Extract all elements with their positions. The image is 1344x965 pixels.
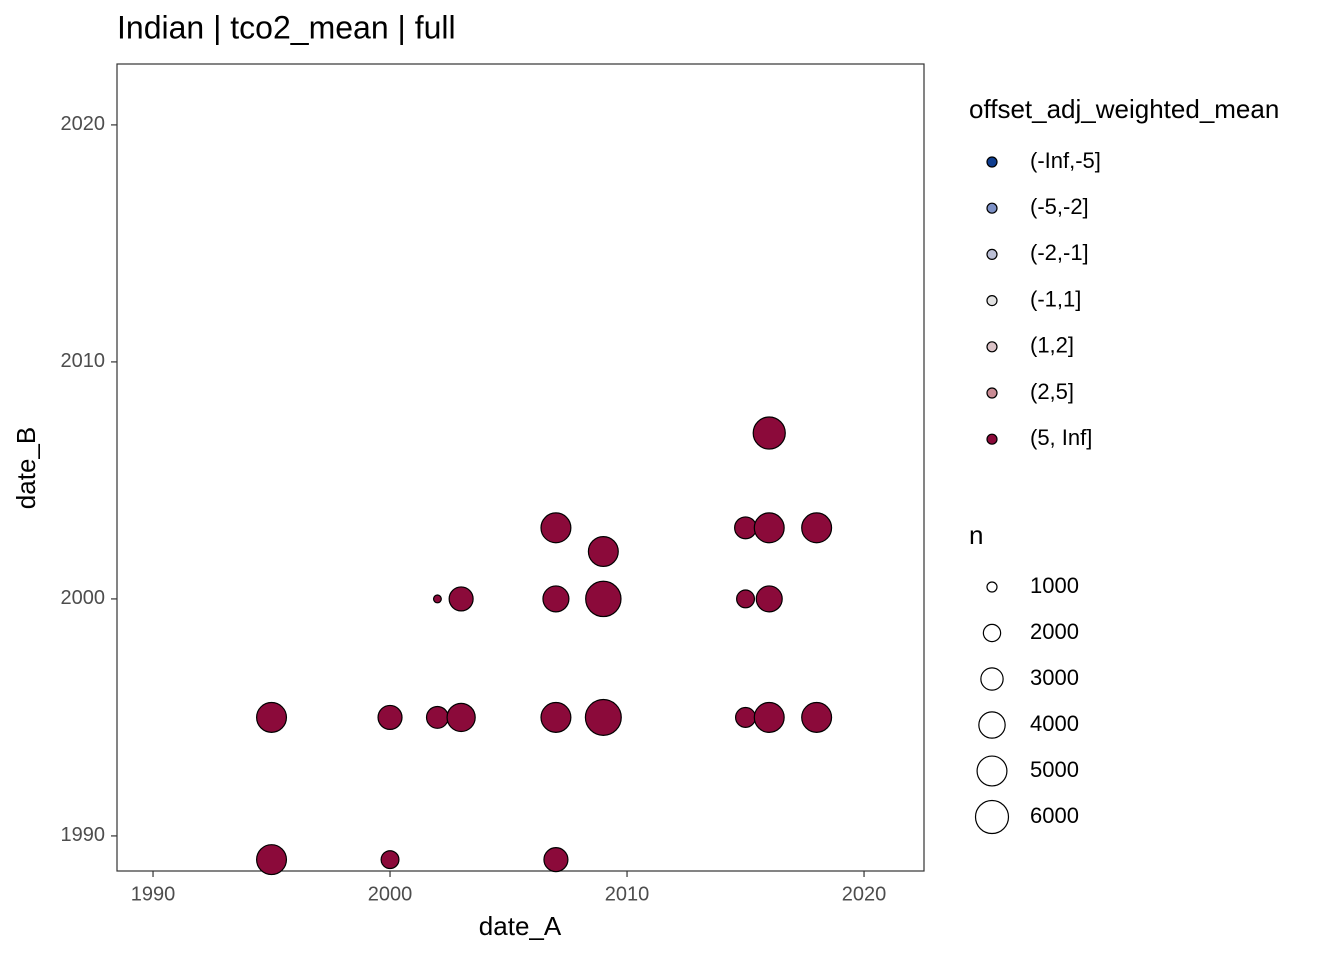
point — [542, 585, 570, 613]
legend-label: (2,5] — [1030, 379, 1074, 404]
y-tick-label: 2010 — [61, 350, 106, 372]
point — [801, 701, 833, 733]
legend-label: (-Inf,-5] — [1030, 148, 1101, 173]
y-tick-label: 2020 — [61, 113, 106, 135]
size-legend-circle — [978, 711, 1006, 739]
size-legend-label: 3000 — [1030, 665, 1079, 690]
size-legend-title: n — [969, 520, 983, 550]
point — [432, 594, 442, 604]
point — [425, 705, 449, 729]
color-legend-title: offset_adj_weighted_mean — [969, 94, 1279, 124]
point — [543, 847, 569, 873]
plot-panel — [116, 63, 925, 872]
y-axis-label: date_B — [11, 427, 41, 509]
point — [736, 589, 756, 609]
point — [585, 580, 622, 618]
size-legend-label: 2000 — [1030, 619, 1079, 644]
legend-label: (-5,-2] — [1030, 194, 1089, 219]
size-legend-circle — [980, 667, 1004, 691]
point — [256, 844, 288, 876]
point — [256, 701, 288, 733]
size-legend-circle — [982, 623, 1002, 643]
size-legend-circle — [976, 755, 1008, 787]
x-tick-label: 1990 — [131, 883, 176, 905]
y-tick-label: 1990 — [61, 824, 106, 846]
size-legend-circle — [986, 581, 998, 593]
point — [446, 702, 476, 733]
point — [540, 701, 572, 733]
x-axis-label: date_A — [479, 911, 562, 941]
point — [801, 512, 833, 544]
size-legend-label: 5000 — [1030, 757, 1079, 782]
legend-swatch — [986, 387, 998, 399]
size-legend-label: 1000 — [1030, 573, 1079, 598]
point — [584, 698, 622, 736]
point — [755, 585, 783, 613]
y-tick-label: 2000 — [61, 587, 106, 609]
point — [753, 701, 785, 733]
point — [752, 416, 786, 450]
point — [540, 512, 572, 544]
size-legend-circle — [974, 799, 1010, 835]
chart-title: Indian | tco2_mean | full — [117, 9, 456, 45]
legend-swatch — [986, 248, 998, 260]
legend-label: (5, Inf] — [1030, 425, 1092, 450]
legend-label: (1,2] — [1030, 333, 1074, 358]
point — [587, 535, 619, 568]
point — [734, 706, 757, 728]
legend-swatch — [986, 202, 998, 214]
legend-label: (-2,-1] — [1030, 240, 1089, 265]
legend-swatch — [986, 156, 998, 168]
legend-swatch — [986, 341, 998, 353]
size-legend-label: 4000 — [1030, 711, 1079, 736]
x-tick-label: 2000 — [368, 883, 413, 905]
point — [753, 512, 785, 544]
x-tick-label: 2020 — [842, 883, 887, 905]
size-legend-label: 6000 — [1030, 803, 1079, 828]
point — [734, 516, 758, 540]
legend-swatch — [986, 433, 998, 445]
point — [380, 850, 400, 870]
x-tick-label: 2010 — [605, 883, 650, 905]
legend-swatch — [986, 295, 998, 307]
legend-label: (-1,1] — [1030, 286, 1081, 311]
point — [377, 704, 403, 731]
point — [448, 586, 474, 612]
